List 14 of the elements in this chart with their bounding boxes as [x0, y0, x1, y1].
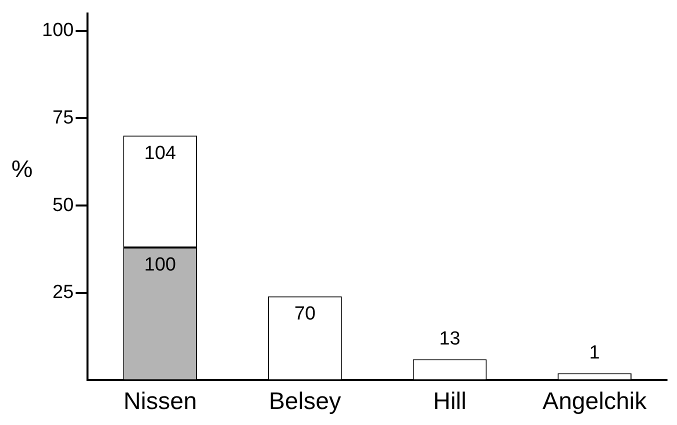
x-tick-label: Belsey [268, 388, 341, 416]
y-tick-label: 75 [52, 107, 74, 128]
x-tick-label: Nissen [123, 388, 197, 416]
y-tick-label: 25 [52, 282, 74, 304]
x-tick-label: Hill [433, 388, 466, 416]
y-axis-title: % [11, 156, 33, 184]
annotation: 104 [144, 142, 176, 164]
annotation: 1 [589, 342, 600, 364]
annotation: 100 [144, 254, 176, 276]
annotation: 13 [439, 328, 460, 350]
x-tick-label: Angelchik [542, 388, 648, 416]
y-tick-label: 50 [52, 194, 74, 216]
annotation: 70 [294, 304, 316, 325]
y-tick-label: 100 [42, 20, 74, 42]
